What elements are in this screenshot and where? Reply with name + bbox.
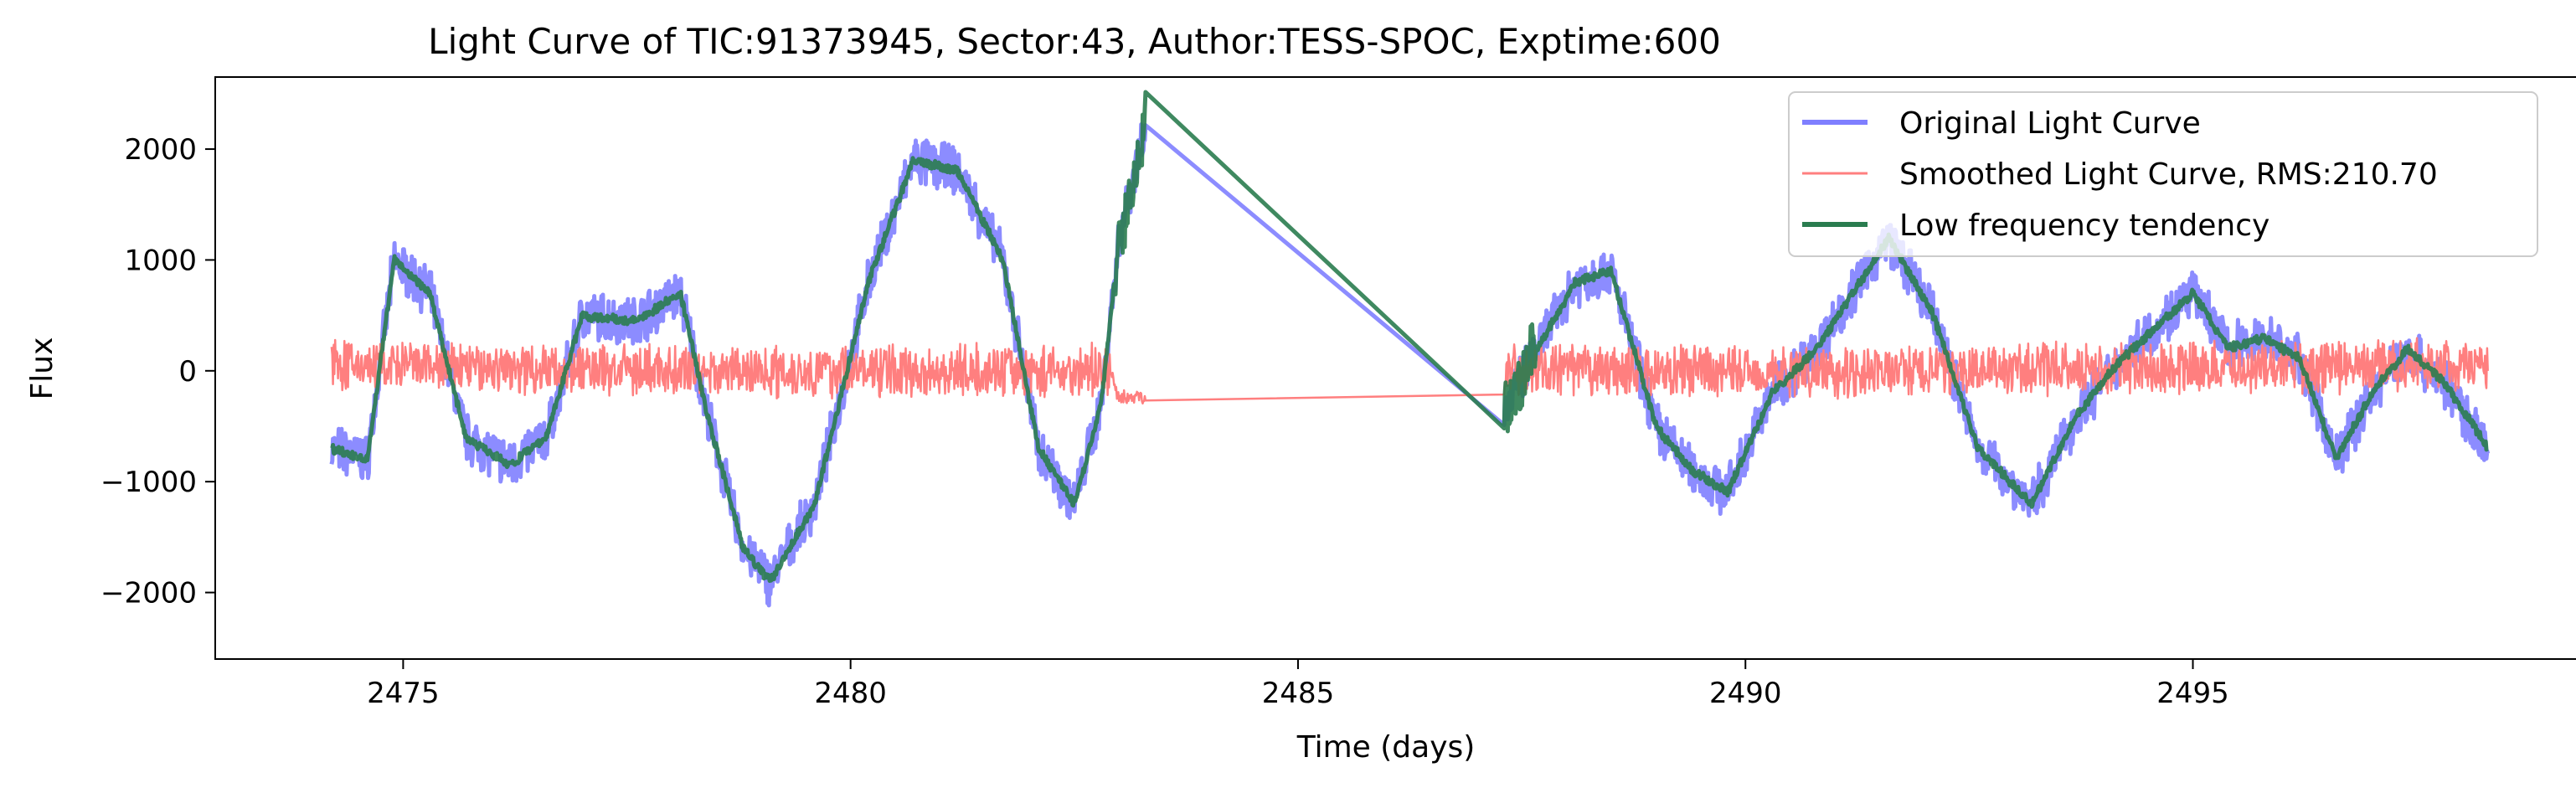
- series-original-light-curve: [329, 122, 2491, 608]
- y-tick-label: 1000: [124, 244, 197, 277]
- series-smoothed-light-curve: [330, 337, 2489, 405]
- x-tick-label: 2480: [814, 677, 887, 710]
- y-tick-label: −2000: [100, 577, 197, 610]
- legend-label-tendency: Low frequency tendency: [1899, 209, 2269, 243]
- series-layer: [329, 90, 2491, 608]
- series-low-frequency-tendency: [330, 90, 2490, 584]
- y-axis: −2000 −1000 0 1000 2000: [100, 133, 215, 610]
- legend: Original Light Curve Smoothed Light Curv…: [1788, 91, 2538, 257]
- y-axis-label: Flux: [25, 337, 59, 400]
- y-tick-label: 0: [178, 355, 197, 389]
- x-tick-label: 2475: [367, 677, 440, 710]
- legend-label-smoothed: Smoothed Light Curve, RMS:210.70: [1899, 157, 2438, 192]
- plot-frame: [214, 76, 2576, 660]
- x-tick-label: 2485: [1262, 677, 1335, 710]
- x-axis-label: Time (days): [1296, 730, 1476, 765]
- legend-box: [1788, 91, 2538, 257]
- legend-label-original: Original Light Curve: [1899, 106, 2201, 141]
- chart-title: Light Curve of TIC:91373945, Sector:43, …: [428, 21, 1721, 62]
- x-axis: 2475 2480 2485 2490 2495: [367, 659, 2229, 710]
- plot-area: [214, 76, 2576, 660]
- y-tick-label: −1000: [100, 466, 197, 499]
- x-tick-label: 2490: [1709, 677, 1782, 710]
- x-tick-label: 2495: [2156, 677, 2229, 710]
- y-tick-label: 2000: [124, 133, 197, 167]
